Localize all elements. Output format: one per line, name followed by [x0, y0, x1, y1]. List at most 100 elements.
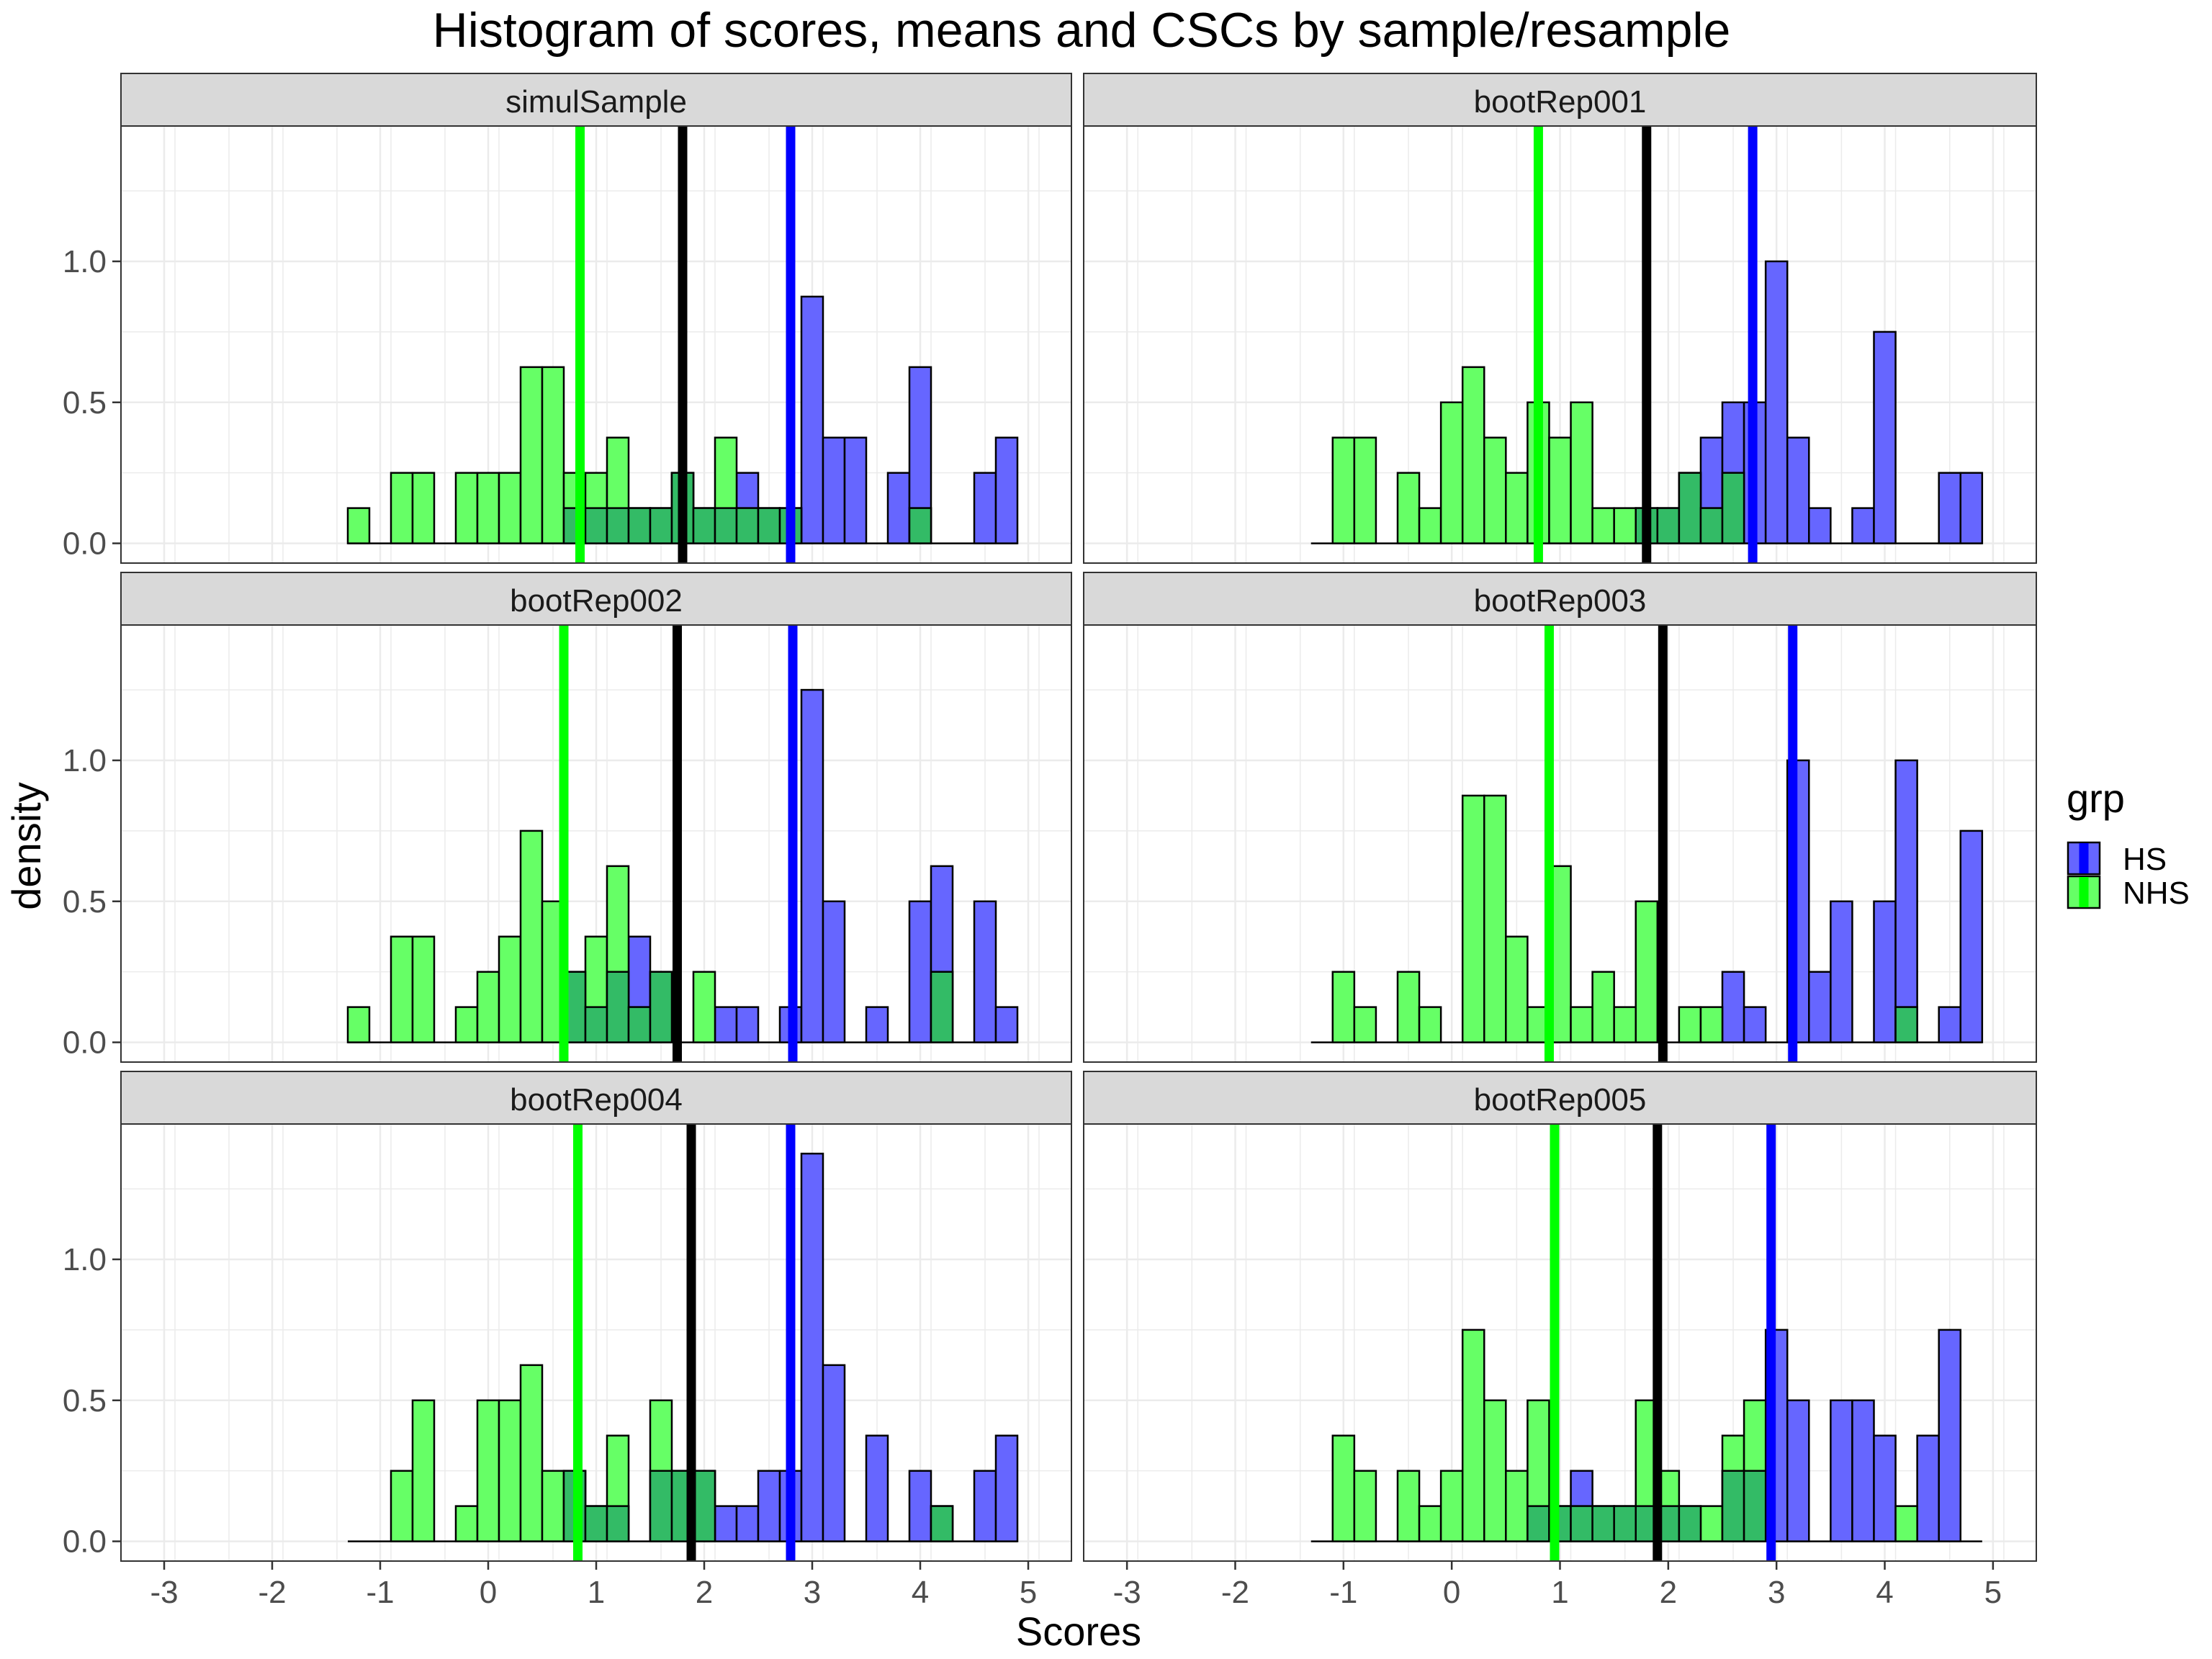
nhs-bar — [498, 935, 522, 1043]
x-tick-label: 3 — [1768, 1575, 1785, 1610]
nhs-bar — [1570, 401, 1593, 544]
y-tick-label: 0.0 — [63, 1524, 107, 1560]
nhs-bar — [1699, 1505, 1724, 1542]
x-tick-label: -2 — [1221, 1575, 1249, 1610]
overlap-bar — [584, 1006, 608, 1043]
x-tick-label: 0 — [1443, 1575, 1460, 1610]
nhs-bar — [1396, 1470, 1421, 1542]
hs-bar — [843, 436, 868, 544]
hs-bar — [714, 1505, 738, 1542]
y-tick-label: 0.0 — [63, 1025, 107, 1061]
facet-panel: bootRep005 -3 -2 -1 0 1 2 3 4 5 — [1083, 1071, 2037, 1610]
hs-bar — [1808, 507, 1832, 544]
facet-strip-label: bootRep005 — [1474, 1082, 1647, 1118]
x-tick-label: 0 — [480, 1575, 497, 1610]
overlap-bar — [584, 1505, 608, 1542]
facet-panel: bootRep004 0.0 0.5 1.0 -3 -2 -1 0 1 2 3 4 5 — [63, 1071, 1072, 1610]
overlap-bar — [1570, 1505, 1593, 1542]
x-tick-label: 2 — [1660, 1575, 1677, 1610]
y-tick-label: 1.0 — [63, 1242, 107, 1277]
nhs-bar — [498, 472, 522, 544]
overlap-bar — [1591, 1505, 1615, 1542]
nhs-bar — [1461, 794, 1485, 1043]
overlap-bar — [606, 507, 630, 544]
panel-border — [120, 624, 1072, 1063]
hs-bar — [1786, 436, 1810, 544]
nhs-bar — [1505, 472, 1529, 544]
nhs-bar — [1396, 472, 1421, 544]
facet-strip — [120, 73, 1072, 127]
hs-bar — [735, 1006, 760, 1043]
hs-bar — [994, 1434, 1019, 1542]
x-tick-label: -3 — [1113, 1575, 1141, 1610]
overlap-bar — [627, 507, 652, 544]
x-tick-label: 2 — [696, 1575, 713, 1610]
hs-bar — [973, 1470, 997, 1542]
hs-bar — [1786, 1399, 1810, 1542]
facet-panel: bootRep001 — [1083, 73, 2037, 564]
overlap-bar — [757, 507, 781, 544]
x-tick-label: 1 — [588, 1575, 605, 1610]
nhs-bar — [541, 366, 565, 544]
x-tick-label: 5 — [1020, 1575, 1037, 1610]
hs-bar — [1851, 1399, 1875, 1542]
overlap-bar — [1527, 1505, 1550, 1542]
hs-bar — [800, 688, 824, 1043]
hs-bar — [1764, 260, 1789, 544]
overlap-bar — [1721, 1470, 1745, 1542]
hs-bar — [973, 472, 997, 544]
hs-bar — [822, 436, 846, 544]
hs-bar — [800, 1152, 824, 1542]
nhs-bar — [1353, 1470, 1377, 1542]
hs-bar — [1938, 1006, 1962, 1043]
hs-bar — [865, 1006, 889, 1043]
y-tick-label: 0.5 — [63, 385, 107, 421]
nhs-bar — [346, 1006, 371, 1043]
nhs-bar — [454, 472, 479, 544]
nhs-bar — [1418, 1006, 1442, 1043]
chart-title: Histogram of scores, means and CSCs by s… — [433, 3, 1731, 58]
overlap-bar — [1678, 1505, 1702, 1542]
legend-label: HS — [2123, 842, 2167, 877]
nhs-bar — [476, 1399, 500, 1542]
nhs-bar — [411, 935, 436, 1043]
x-axis-title: Scores — [1016, 1609, 1141, 1654]
nhs-bar — [1331, 436, 1356, 544]
nhs-bar — [1418, 1505, 1442, 1542]
panel-border — [1083, 125, 2037, 564]
facet-strip-label: bootRep001 — [1474, 84, 1647, 120]
facet-strip-label: bootRep002 — [510, 583, 683, 619]
y-tick-label: 0.5 — [63, 1383, 107, 1419]
nhs-bar — [1613, 507, 1637, 544]
overlap-bar — [606, 971, 630, 1043]
y-tick-label: 1.0 — [63, 244, 107, 279]
facet-panel: bootRep003 — [1083, 572, 2037, 1063]
nhs-bar — [476, 472, 500, 544]
overlap-bar — [627, 1006, 652, 1043]
nhs-bar — [498, 1399, 522, 1542]
nhs-bar — [1418, 507, 1442, 544]
hs-bar — [1721, 971, 1745, 1043]
nhs-bar — [519, 366, 544, 544]
legend-label: NHS — [2123, 876, 2190, 911]
y-tick-label: 1.0 — [63, 743, 107, 778]
facet-strip — [1083, 1071, 2037, 1125]
x-tick-label: 1 — [1551, 1575, 1568, 1610]
x-tick-label: 5 — [1984, 1575, 2002, 1610]
facet-strip-label: bootRep004 — [510, 1082, 683, 1118]
hs-bar — [994, 1006, 1019, 1043]
nhs-bar — [1461, 366, 1485, 544]
y-tick-label: 0.5 — [63, 884, 107, 920]
nhs-bar — [1331, 1434, 1356, 1542]
x-tick-label: -2 — [258, 1575, 286, 1610]
nhs-bar — [1570, 1006, 1593, 1043]
hs-bar — [1938, 472, 1962, 544]
facet-panel: bootRep002 0.0 0.5 1.0 — [63, 572, 1072, 1063]
nhs-bar — [1331, 971, 1356, 1043]
x-tick-label: -1 — [366, 1575, 394, 1610]
hs-bar — [800, 295, 824, 544]
overlap-bar — [606, 1505, 630, 1542]
hs-bar — [822, 900, 846, 1043]
overlap-bar — [1613, 1505, 1637, 1542]
